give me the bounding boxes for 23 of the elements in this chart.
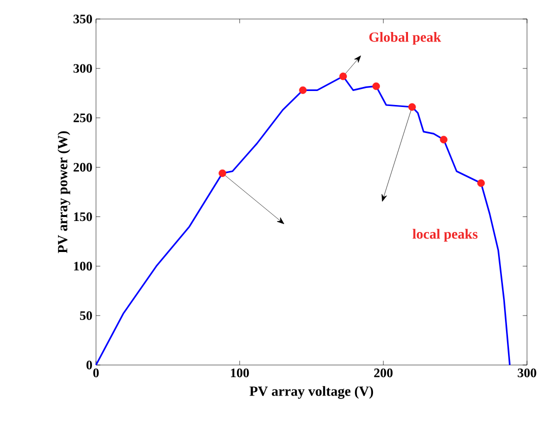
x-axis-title: PV array voltage (V) [250, 386, 374, 399]
point [372, 82, 380, 90]
y-tick-label: 200 [74, 162, 92, 172]
y-tick-label: 250 [74, 113, 92, 122]
y-tick-label: 300 [74, 64, 92, 73]
point [218, 169, 226, 178]
x-tick-label: 300 [518, 368, 536, 378]
y-tick-label: 150 [74, 212, 92, 222]
point [299, 86, 307, 94]
annotation: Global peak [369, 32, 442, 45]
y-tick-label: 350 [74, 14, 92, 24]
point [339, 72, 347, 80]
y-tick-label: 0 [86, 360, 92, 370]
point [408, 103, 416, 111]
x-tick-label: 200 [374, 368, 393, 378]
y-tick-label: 100 [74, 262, 92, 271]
x-tick-label: 0 [93, 368, 99, 378]
annotation: local peaks [412, 228, 478, 242]
x-tick-label: 100 [230, 368, 249, 378]
y-tick-label: 50 [80, 311, 92, 320]
y-axis-title: PV array power (W) [58, 131, 70, 254]
point [440, 136, 448, 144]
point [477, 179, 485, 187]
